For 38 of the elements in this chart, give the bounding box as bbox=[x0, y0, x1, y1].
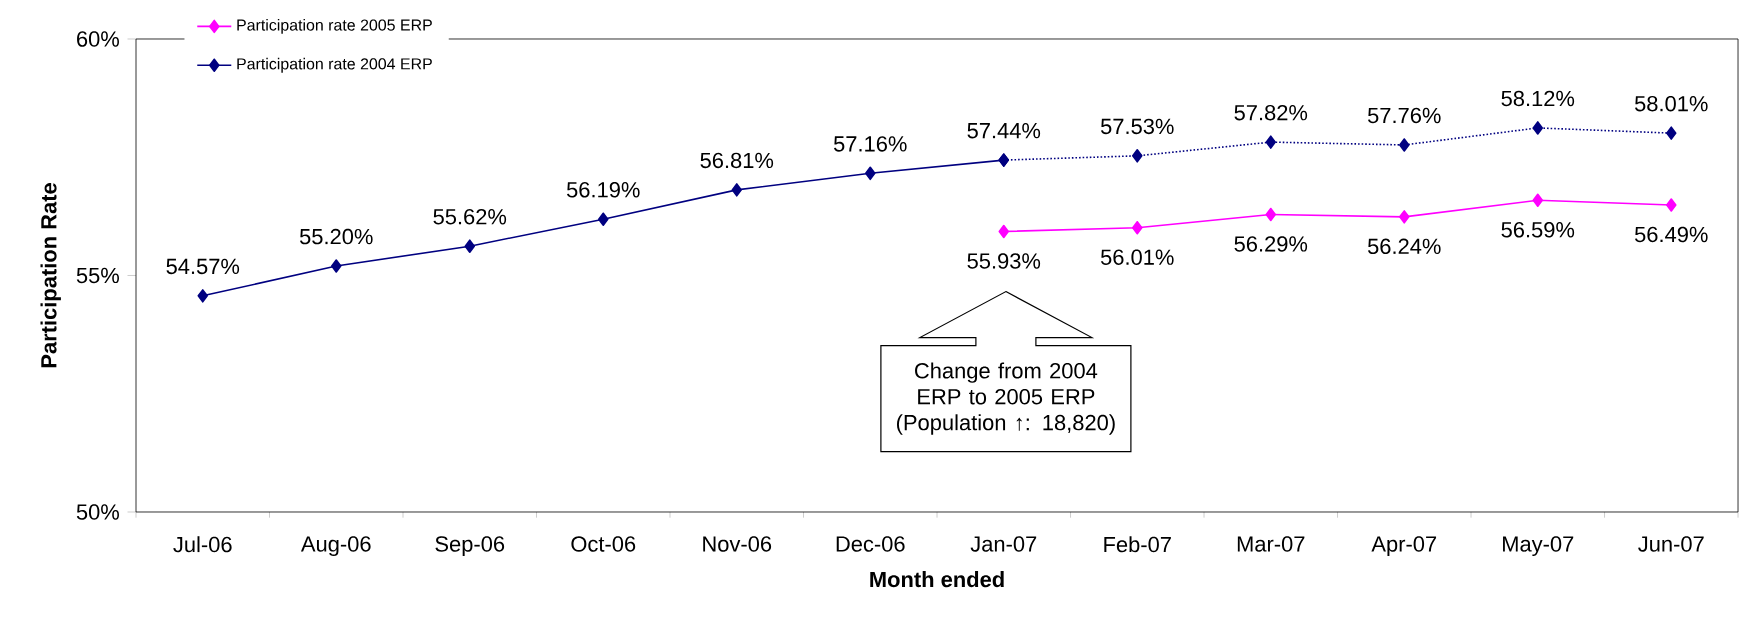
x-tick-label: Sep-06 bbox=[435, 536, 505, 557]
data-label: 57.82% bbox=[1234, 104, 1308, 121]
data-label: 54.57% bbox=[166, 258, 240, 275]
x-tick-label: Jan-07 bbox=[970, 536, 1037, 552]
data-label: 56.81% bbox=[700, 152, 774, 169]
data-label: 57.76% bbox=[1367, 107, 1441, 124]
data-label: 56.01% bbox=[1100, 249, 1174, 265]
data-label: 55.62% bbox=[433, 208, 507, 225]
x-tick-label: Aug-06 bbox=[300, 536, 371, 557]
legend-label: Participation rate 2005 ERP bbox=[237, 18, 432, 34]
x-tick-label: Jun-07 bbox=[1638, 536, 1704, 552]
x-axis-title: Month ended bbox=[870, 571, 1004, 588]
data-label: 55.20% bbox=[299, 228, 373, 245]
data-label: 58.01% bbox=[1634, 95, 1708, 112]
data-label: 56.29% bbox=[1234, 236, 1308, 252]
y-axis-title: Participation Rate bbox=[40, 183, 61, 368]
annotation: Change from 2004 ERP to 2005 ERP (Population ↑: 18,820) bbox=[896, 362, 1115, 435]
data-label: 58.12% bbox=[1501, 90, 1575, 107]
x-tick-label: Mar-07 bbox=[1237, 536, 1305, 552]
x-tick-label: May-07 bbox=[1503, 536, 1574, 557]
x-tick-label: Nov-06 bbox=[703, 536, 772, 552]
data-label: 56.24% bbox=[1367, 238, 1441, 255]
data-label: 56.49% bbox=[1634, 226, 1708, 243]
y-tick-label: 50% bbox=[76, 504, 119, 520]
data-label: 57.16% bbox=[833, 136, 907, 152]
y-tick-label: 55% bbox=[76, 267, 119, 284]
legend-label: Participation rate 2004 ERP bbox=[237, 57, 432, 73]
x-tick-label: Dec-06 bbox=[836, 536, 905, 552]
x-tick-label: Jul-06 bbox=[173, 536, 232, 553]
data-label: 55.93% bbox=[967, 253, 1041, 269]
x-tick-label: Oct-06 bbox=[571, 536, 636, 552]
data-label: 56.59% bbox=[1501, 222, 1575, 238]
y-tick-label: 60% bbox=[77, 31, 119, 47]
x-tick-label: Apr-07 bbox=[1371, 536, 1437, 557]
data-label: 56.19% bbox=[566, 182, 640, 198]
x-tick-label: Feb-07 bbox=[1104, 536, 1171, 553]
data-label: 57.44% bbox=[967, 122, 1041, 139]
data-label: 57.53% bbox=[1100, 118, 1174, 135]
